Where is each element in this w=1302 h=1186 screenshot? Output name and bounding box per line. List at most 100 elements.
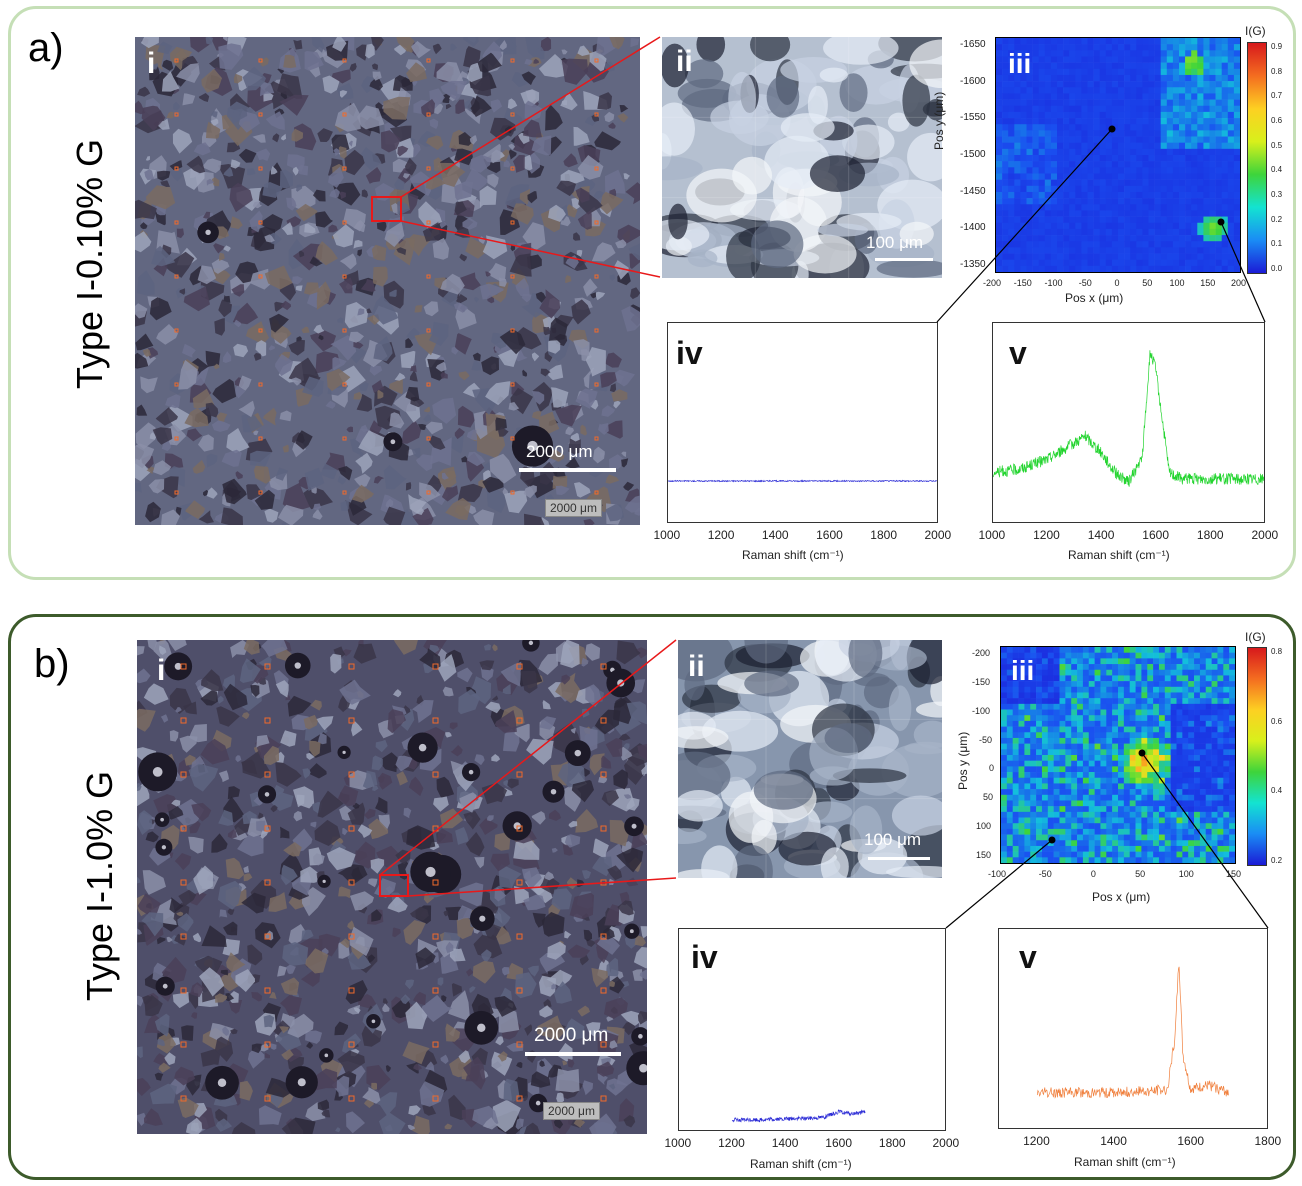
map-pixel <box>1182 857 1189 863</box>
aggregate-grain <box>258 1105 282 1125</box>
measurement-point-marker <box>594 382 599 387</box>
map-pixel <box>1065 681 1072 688</box>
aggregate-grain <box>166 111 174 119</box>
aggregate-grain <box>293 811 303 822</box>
map-pixel <box>1024 726 1031 733</box>
map-pixel <box>1093 124 1100 131</box>
map-pixel <box>1179 253 1186 260</box>
map-pixel <box>1142 38 1149 45</box>
map-pixel <box>1221 210 1229 217</box>
map-pixel <box>1100 794 1107 801</box>
map-pixel <box>1172 210 1180 217</box>
map-pixel <box>1166 235 1174 242</box>
map-pixel <box>1030 777 1037 784</box>
map-pixel <box>1012 686 1019 693</box>
map-pixel <box>1135 692 1142 699</box>
map-pixel <box>1203 68 1210 76</box>
aggregate-grain <box>242 66 266 91</box>
map-pixel <box>1205 732 1212 739</box>
aggregate-grain <box>319 463 338 479</box>
panel-a-v-xlabel: Raman shift (cm⁻¹) <box>1068 548 1170 562</box>
aggregate-grain <box>551 983 557 990</box>
aggregate-grain <box>243 865 250 873</box>
aggregate-grain <box>143 683 169 705</box>
aggregate-grain <box>441 472 449 480</box>
map-pixel <box>1158 794 1166 801</box>
map-pixel <box>1197 210 1204 217</box>
map-pixel <box>1197 68 1204 76</box>
map-pixel <box>1118 800 1125 807</box>
map-pixel <box>1179 142 1186 150</box>
map-pixel <box>1136 62 1143 70</box>
map-pixel <box>1182 681 1189 688</box>
aggregate-grain <box>413 1063 422 1071</box>
aggregate-grain <box>239 658 261 683</box>
map-pixel <box>1160 136 1168 143</box>
map-pixel <box>996 130 1003 137</box>
map-pixel <box>1094 698 1101 705</box>
map-pixel <box>1154 124 1161 131</box>
map-pixel <box>1172 265 1180 272</box>
map-pixel <box>1221 204 1229 211</box>
aggregate-grain <box>347 920 355 930</box>
map-pixel <box>1093 161 1100 168</box>
aggregate-grain <box>582 1080 594 1096</box>
map-pixel <box>1188 851 1195 858</box>
map-pixel <box>1087 265 1094 272</box>
map-pixel <box>1006 851 1013 858</box>
map-pixel <box>1129 755 1136 761</box>
map-pixel <box>1160 173 1168 180</box>
map-pixel <box>1032 56 1039 63</box>
aggregate-grain <box>200 1049 220 1067</box>
map-pixel <box>1182 647 1189 653</box>
map-pixel <box>1001 647 1008 653</box>
aggregate-grain <box>437 977 444 986</box>
map-pixel <box>1197 81 1204 88</box>
map-pixel <box>1082 806 1090 813</box>
map-pixel <box>1082 851 1090 858</box>
map-pixel <box>1069 118 1076 125</box>
aggregate-grain <box>201 158 222 174</box>
aggregate-grain <box>279 94 309 116</box>
map-pixel <box>1118 732 1125 739</box>
map-pixel <box>1053 783 1060 790</box>
map-pixel <box>1063 68 1070 76</box>
map-pixel <box>1185 93 1192 100</box>
map-pixel <box>1124 216 1131 224</box>
map-pixel <box>1082 675 1090 682</box>
map-pixel <box>1194 766 1201 773</box>
map-pixel <box>1024 834 1031 841</box>
map-pixel <box>1142 161 1149 168</box>
map-pixel <box>1006 743 1013 750</box>
map-pixel <box>1077 766 1084 773</box>
aggregate-grain <box>597 1030 619 1057</box>
aggregate-grain <box>608 1083 616 1090</box>
map-pixel <box>1182 760 1189 767</box>
map-pixel <box>1071 834 1078 841</box>
aggregate-grain <box>333 646 346 659</box>
aggregate-grain <box>301 326 310 334</box>
aggregate-grain <box>456 916 475 940</box>
aggregate-grain <box>385 1065 391 1073</box>
map-pixel <box>1099 105 1107 113</box>
map-pixel <box>1075 62 1082 70</box>
map-pixel <box>1166 161 1174 168</box>
map-pixel <box>1221 198 1229 205</box>
map-pixel <box>1077 800 1084 807</box>
map-pixel <box>1153 772 1160 779</box>
aggregate-grain <box>263 407 277 426</box>
map-pixel <box>1221 161 1229 168</box>
aggregate-grain <box>190 982 205 998</box>
map-pixel <box>1100 686 1107 693</box>
map-pixel <box>1094 783 1101 790</box>
map-pixel <box>1075 93 1082 100</box>
map-pixel <box>1188 647 1195 653</box>
aggregate-grain <box>310 699 322 711</box>
aggregate-grain <box>310 821 317 828</box>
map-pixel <box>1130 87 1137 94</box>
map-pixel <box>1088 698 1095 705</box>
microstructure-blob <box>750 37 791 62</box>
map-pixel <box>1158 720 1166 727</box>
map-pixel <box>1002 56 1009 63</box>
map-pixel <box>1063 148 1070 156</box>
